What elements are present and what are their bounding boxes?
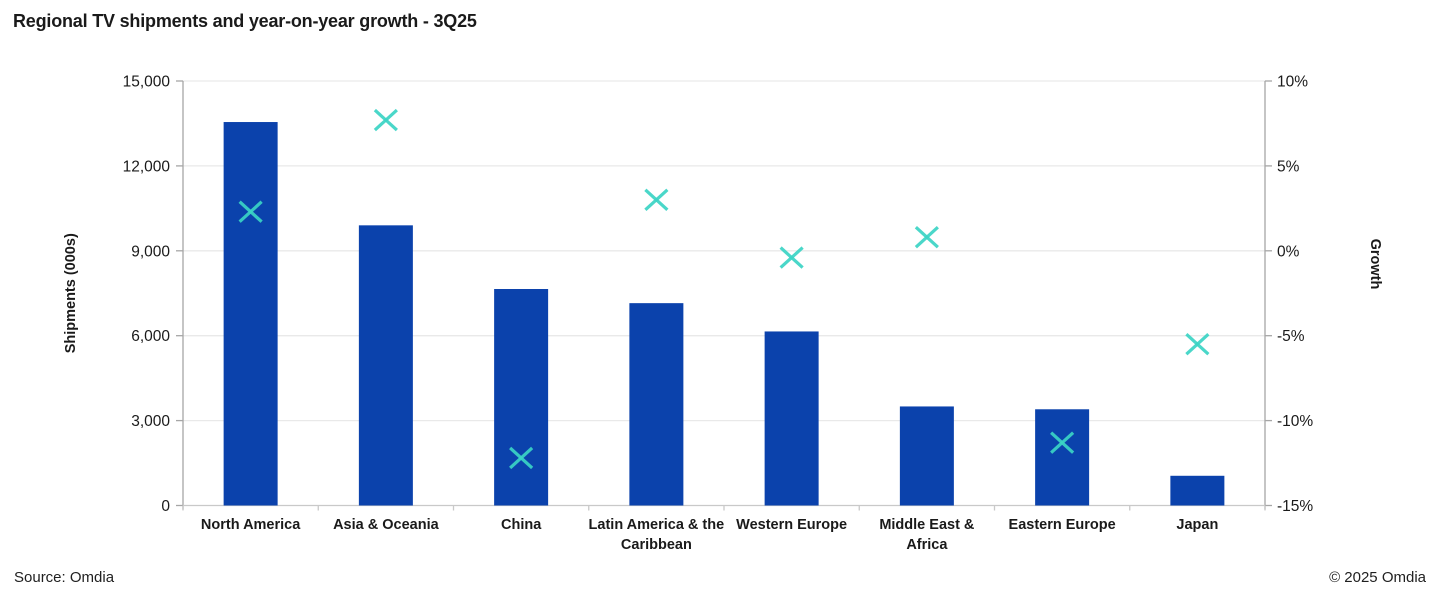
growth-marker bbox=[238, 200, 263, 223]
right-axis-title: Growth bbox=[1367, 239, 1383, 290]
shipments-bar bbox=[358, 225, 413, 506]
left-axis-tick-label: 3,000 bbox=[131, 413, 170, 430]
growth-marker-stroke bbox=[779, 246, 804, 269]
right-axis-tick-label: -15% bbox=[1277, 498, 1313, 515]
category-label: Eastern Europe bbox=[1009, 517, 1116, 533]
right-axis-tick-label: -5% bbox=[1277, 328, 1305, 345]
growth-marker bbox=[1185, 333, 1210, 356]
growth-marker-stroke bbox=[1185, 333, 1210, 356]
growth-marker-stroke bbox=[373, 108, 398, 132]
growth-marker-stroke bbox=[644, 188, 669, 212]
category-label: Africa bbox=[906, 537, 948, 553]
left-axis-title: Shipments (000s) bbox=[63, 233, 79, 353]
shipments-bar bbox=[629, 303, 684, 506]
category-label: Latin America & the bbox=[589, 517, 725, 533]
right-axis-tick-label: -10% bbox=[1277, 413, 1313, 430]
growth-marker-stroke bbox=[238, 200, 263, 223]
source-note: Source: Omdia bbox=[14, 569, 115, 586]
category-label: Western Europe bbox=[736, 517, 847, 533]
right-axis-tick-label: 10% bbox=[1277, 74, 1308, 91]
shipments-bar bbox=[1035, 409, 1090, 506]
left-axis-tick-label: 9,000 bbox=[131, 243, 170, 260]
growth-marker bbox=[914, 226, 939, 249]
category-label: Middle East & bbox=[879, 517, 975, 533]
category-label: North America bbox=[201, 517, 301, 533]
shipments-bar bbox=[1170, 475, 1225, 506]
growth-marker-stroke bbox=[509, 446, 534, 470]
shipments-bar bbox=[899, 406, 954, 506]
category-label: Asia & Oceania bbox=[333, 517, 440, 533]
growth-marker bbox=[373, 108, 398, 132]
left-axis-tick-label: 15,000 bbox=[123, 74, 171, 91]
left-axis-tick-label: 6,000 bbox=[131, 328, 170, 345]
growth-marker bbox=[779, 246, 804, 269]
growth-marker bbox=[644, 188, 669, 212]
category-label: Caribbean bbox=[621, 537, 692, 553]
copyright-note: © 2025 Omdia bbox=[1329, 569, 1426, 586]
category-label: Japan bbox=[1176, 517, 1218, 533]
left-axis-tick-label: 0 bbox=[161, 498, 170, 515]
growth-marker-stroke bbox=[914, 226, 939, 249]
shipments-bar bbox=[494, 289, 549, 506]
page-title: Regional TV shipments and year-on-year g… bbox=[13, 11, 477, 31]
growth-marker bbox=[1050, 431, 1075, 454]
shipments-bar bbox=[223, 122, 278, 506]
right-axis-tick-label: 0% bbox=[1277, 243, 1300, 260]
growth-marker-stroke bbox=[1050, 431, 1075, 454]
right-axis-tick-label: 5% bbox=[1277, 158, 1300, 175]
growth-marker bbox=[509, 446, 534, 470]
shipments-bar bbox=[764, 331, 819, 506]
category-label: China bbox=[501, 517, 542, 533]
left-axis-tick-label: 12,000 bbox=[123, 158, 171, 175]
